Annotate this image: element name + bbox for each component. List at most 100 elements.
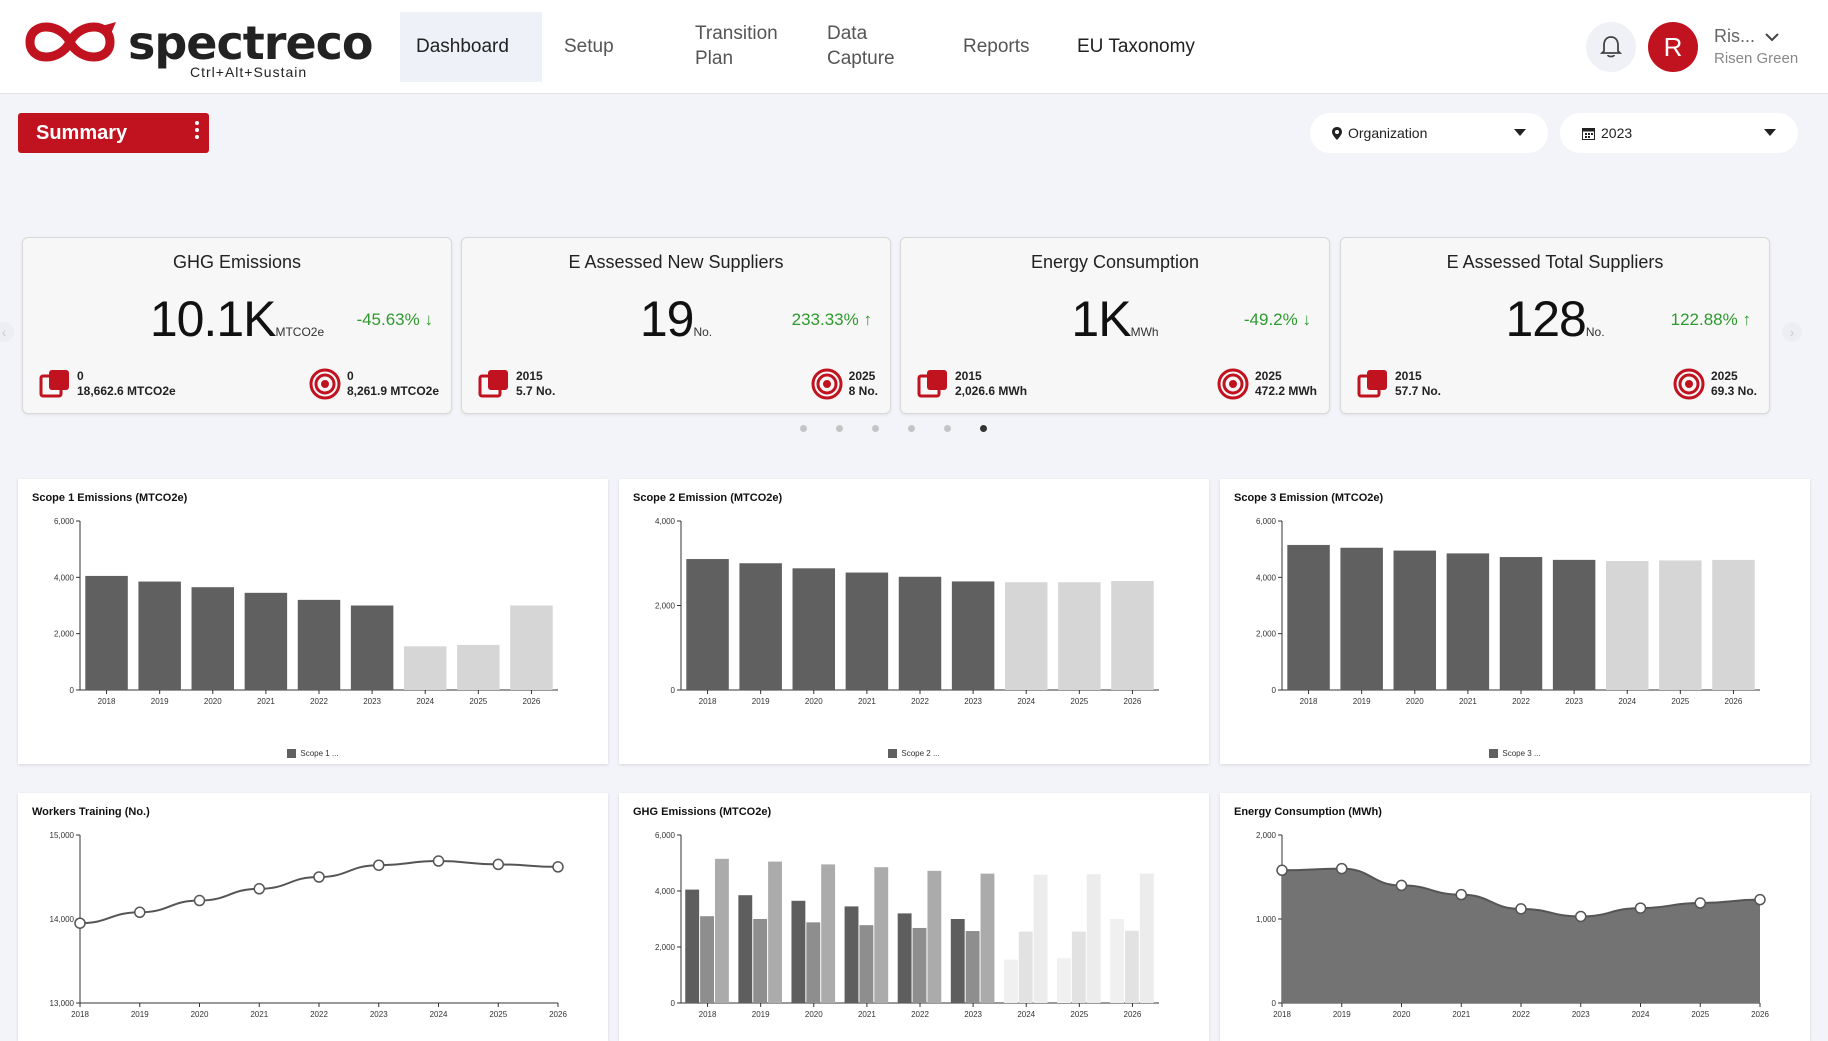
chart-legend[interactable]: Scope 1 ... — [18, 749, 608, 758]
bar — [1004, 582, 1048, 690]
nav-data-capture[interactable]: Data Capture — [827, 23, 895, 69]
carousel-dot[interactable] — [872, 425, 879, 432]
kpi-title: E Assessed New Suppliers — [568, 252, 784, 272]
x-tick-label: 2026 — [1725, 697, 1743, 706]
workers-training-chart: 13,000 14,000 15,000 2018 2019 2020 2021 2022 20… — [50, 831, 568, 1019]
brand-name: spectreco — [128, 16, 374, 70]
data-point — [552, 861, 564, 873]
kpi-change: -45.63% ↓ — [356, 310, 433, 329]
x-tick-label: 2026 — [1124, 1010, 1142, 1019]
summary-button[interactable]: Summary — [18, 113, 209, 153]
user-menu[interactable]: Ris... — [1714, 26, 1779, 47]
x-tick-label: 2022 — [1512, 1010, 1530, 1019]
bar — [1393, 550, 1437, 690]
data-point — [253, 883, 265, 895]
area-fill — [1282, 868, 1760, 1003]
notifications-button[interactable] — [1586, 22, 1636, 72]
carousel-dot[interactable] — [908, 425, 915, 432]
kpi-title: Energy Consumption — [1030, 252, 1200, 272]
target-icon — [1217, 368, 1249, 400]
bar — [845, 572, 889, 690]
carousel-prev-button[interactable]: ‹ — [0, 322, 14, 342]
main-nav: Dashboard Setup Transition Plan Data Cap… — [400, 12, 1217, 82]
x-tick-label: 2026 — [1751, 1010, 1769, 1019]
kpi-card-total-suppliers[interactable]: E Assessed Total Suppliers 128No. 122.88… — [1340, 237, 1770, 414]
x-tick-label: 2022 — [1512, 697, 1530, 706]
data-point — [1455, 888, 1467, 901]
x-tick-label: 2021 — [257, 697, 275, 706]
bar — [951, 581, 995, 690]
kpi-card-new-suppliers[interactable]: E Assessed New Suppliers 19No. 233.33% ↑… — [461, 237, 891, 414]
x-tick-label: 2023 — [964, 1010, 982, 1019]
bar-scope-2 — [700, 916, 714, 1003]
carousel-next-button[interactable]: › — [1782, 322, 1802, 342]
chart-legend[interactable]: Scope 3 ... — [1220, 749, 1810, 758]
summary-label: Summary — [36, 121, 128, 144]
carousel-dot[interactable] — [944, 425, 951, 432]
bar — [85, 575, 128, 690]
data-point — [1515, 903, 1527, 915]
nav-setup[interactable]: Setup — [564, 35, 614, 57]
year-filter[interactable]: 2023 — [1560, 113, 1798, 153]
data-point — [193, 894, 206, 907]
kpi-value: 1KMWh — [1071, 291, 1159, 347]
user-avatar[interactable]: R — [1648, 22, 1698, 72]
y-tick-label: 6,000 — [655, 831, 676, 840]
x-tick-label: 2024 — [430, 1010, 448, 1019]
y-tick-label: 6,000 — [54, 517, 75, 526]
chart-panel-energy: Energy Consumption (MWh) 0 1,000 2,000 2018… — [1220, 793, 1810, 1041]
nav-dashboard[interactable]: Dashboard — [400, 12, 542, 82]
kpi-change: -49.2% ↓ — [1243, 310, 1311, 329]
chart-legend[interactable]: Scope 2 ... — [619, 749, 1209, 758]
kpi-baseline: 2015 2,026.6 MWh — [917, 368, 1027, 400]
x-tick-label: 2018 — [1273, 1010, 1291, 1019]
chart-panel-scope1: Scope 1 Emissions (MTCO2e) 0 2,000 4,000 6,… — [18, 479, 608, 764]
y-tick-label: 4,000 — [54, 573, 75, 582]
kpi-card-energy-consumption[interactable]: Energy Consumption 1KMWh -49.2% ↓ 2015 2,… — [900, 237, 1330, 414]
x-tick-label: 2021 — [1459, 697, 1477, 706]
kpi-card-ghg-emissions[interactable]: GHG Emissions 10.1KMTCO2e -45.63% ↓ 0 18,… — [22, 237, 452, 414]
bar-scope-2 — [859, 925, 874, 1003]
y-tick-label: 0 — [671, 999, 676, 1008]
brand-logo[interactable]: spectreco Ctrl+Alt+Sustain — [20, 12, 374, 80]
user-org: Risen Green — [1714, 50, 1799, 67]
carousel-dot[interactable] — [800, 425, 807, 432]
arrow-up-icon: ↑ — [1742, 310, 1752, 329]
nav-reports[interactable]: Reports — [963, 35, 1030, 57]
x-tick-label: 2023 — [1572, 1010, 1590, 1019]
organization-filter[interactable]: Organization — [1310, 113, 1548, 153]
energy-consumption-chart: 0 1,000 2,000 2018 2019 2020 2021 2022 2023 2024 2… — [1256, 831, 1769, 1019]
scope3-chart: 0 2,000 4,000 6,000 2018 2019 2020 2021 2022 2023… — [1256, 517, 1760, 706]
bar-scope-3 — [874, 867, 889, 1003]
data-point — [1634, 902, 1647, 914]
bar-scope-3 — [980, 873, 995, 1003]
nav-eu-taxonomy[interactable]: EU Taxonomy — [1077, 35, 1195, 57]
organization-filter-value: Organization — [1348, 125, 1428, 141]
nav-transition-plan[interactable]: Transition Plan — [695, 23, 778, 69]
bar — [1552, 559, 1596, 690]
bar-scope-3 — [927, 870, 942, 1003]
kpi-title: GHG Emissions — [172, 252, 302, 272]
bar — [297, 599, 341, 690]
kpi-change: 122.88% ↑ — [1670, 310, 1752, 329]
x-tick-label: 2024 — [1632, 1010, 1650, 1019]
kpi-target: 0 8,261.9 MTCO2e — [309, 368, 439, 400]
x-tick-label: 2025 — [1691, 1010, 1709, 1019]
bar — [686, 559, 729, 690]
bar-scope-3 — [1139, 873, 1154, 1003]
carousel-dot[interactable] — [836, 425, 843, 432]
chart-title: Scope 3 Emission (MTCO2e) — [1234, 492, 1384, 504]
ghg-emissions-chart: 0 2,000 4,000 6,000 2018 2019 2020 2021 2022 2023… — [655, 831, 1159, 1019]
x-tick-label: 2022 — [911, 1010, 929, 1019]
y-tick-label: 0 — [70, 686, 75, 695]
more-options-icon[interactable] — [195, 121, 199, 139]
carousel-pagination — [800, 425, 987, 432]
bar-scope-2 — [912, 927, 927, 1003]
x-tick-label: 2019 — [752, 1010, 770, 1019]
x-tick-label: 2018 — [699, 697, 717, 706]
bar-scope-1 — [738, 895, 753, 1003]
data-point — [1395, 879, 1408, 892]
bar-scope-2 — [1071, 931, 1086, 1003]
y-tick-label: 2,000 — [1256, 831, 1277, 840]
carousel-dot[interactable] — [980, 425, 987, 432]
